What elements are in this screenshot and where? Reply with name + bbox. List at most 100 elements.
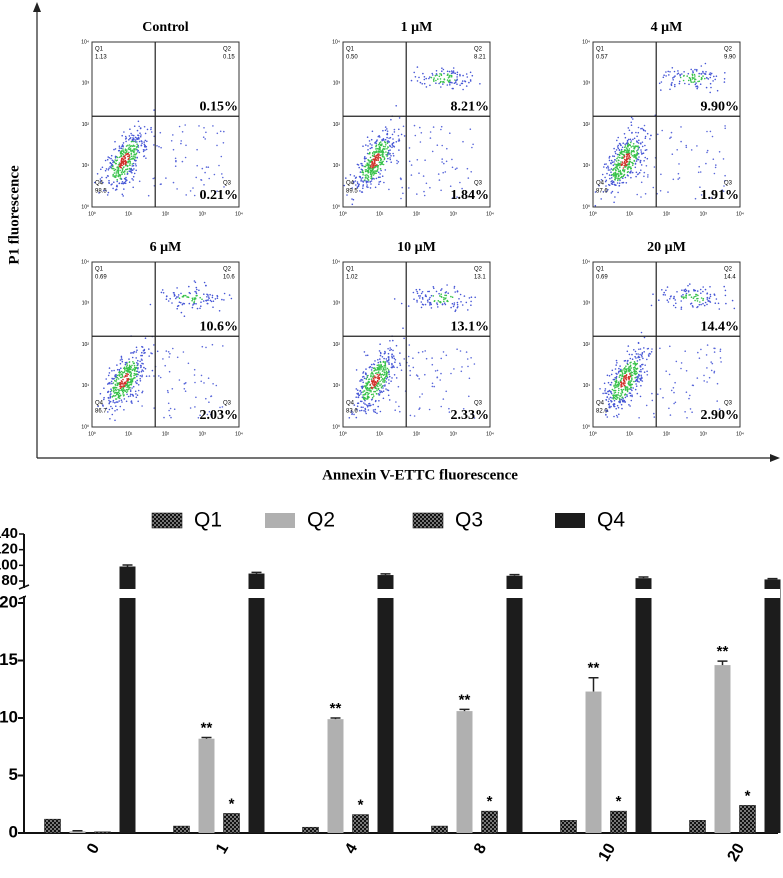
event-dot (705, 71, 707, 73)
event-dot (125, 177, 127, 179)
event-dot (440, 289, 442, 291)
event-dot (619, 375, 621, 377)
event-dot (386, 360, 388, 362)
event-dot (118, 397, 120, 399)
significance-label: ** (201, 720, 213, 737)
event-dot (608, 167, 610, 169)
event-dot (378, 400, 380, 402)
event-dot (645, 149, 647, 151)
x-tick-label: 10² (413, 431, 421, 437)
event-dot (641, 151, 643, 153)
event-dot (690, 303, 692, 305)
event-dot (673, 387, 675, 389)
event-dot (361, 410, 363, 412)
event-dot (378, 362, 380, 364)
event-dot (217, 133, 219, 135)
event-dot (116, 401, 118, 403)
event-dot (606, 180, 608, 182)
error-bar (718, 661, 728, 665)
event-dot (681, 73, 683, 75)
event-dot (122, 379, 124, 381)
event-dot (113, 181, 115, 183)
event-dot (208, 178, 210, 180)
y-tick-label: 10⁰ (582, 204, 590, 210)
event-dot (633, 160, 635, 162)
event-dot (456, 167, 458, 169)
event-dot (377, 160, 379, 162)
event-dot (658, 299, 660, 301)
event-dot (441, 70, 443, 72)
event-dot (680, 141, 682, 143)
event-dot (367, 178, 369, 180)
event-dot (460, 350, 462, 352)
event-dot (695, 294, 697, 296)
quadrant-label: Q1 (95, 267, 104, 273)
event-dot (651, 393, 653, 395)
x-tick-label: 10³ (450, 211, 458, 217)
event-dot (387, 134, 389, 136)
event-dot (695, 84, 697, 86)
event-dot (624, 360, 626, 362)
event-dot (640, 371, 642, 373)
event-dot (370, 376, 372, 378)
event-dot (122, 387, 124, 389)
event-dot (392, 138, 394, 140)
event-dot (452, 88, 454, 90)
event-dot (416, 300, 418, 302)
event-dot (631, 124, 633, 126)
event-dot (371, 180, 373, 182)
lower-percent: 1.91% (701, 188, 740, 203)
event-dot (640, 160, 642, 162)
event-dot (113, 391, 115, 393)
event-dot (437, 304, 439, 306)
flow-panel: 20 μMQ10.69Q214.4Q3Q482.014.4%2.90%10⁰10… (582, 240, 744, 437)
event-dot (631, 117, 633, 119)
event-dot (631, 354, 633, 356)
event-dot (638, 142, 640, 144)
event-dot (385, 169, 387, 171)
event-dot (462, 83, 464, 85)
event-dot (213, 300, 215, 302)
event-dot (703, 298, 705, 300)
event-dot (125, 136, 127, 138)
event-dot (203, 184, 205, 186)
event-dot (441, 67, 443, 69)
event-dot (400, 364, 402, 366)
event-dot (436, 291, 438, 293)
event-dot (160, 184, 162, 186)
event-dot (179, 126, 181, 128)
event-dot (697, 295, 699, 297)
y-tick-label: 10² (583, 342, 591, 348)
event-dot (129, 181, 131, 183)
event-dot (674, 71, 676, 73)
event-dot (453, 304, 455, 306)
event-dot (720, 357, 722, 359)
event-dot (179, 379, 181, 381)
event-dot (455, 82, 457, 84)
event-dot (202, 168, 204, 170)
x-tick-label: 10⁴ (486, 211, 494, 217)
event-dot (367, 145, 369, 147)
event-dot (173, 292, 175, 294)
event-dot (419, 297, 421, 299)
event-dot (644, 371, 646, 373)
y-tick-label: 10¹ (333, 163, 341, 169)
event-dot (390, 119, 392, 121)
event-dot (455, 80, 457, 82)
event-dot (688, 291, 690, 293)
event-dot (639, 371, 641, 373)
event-dot (625, 145, 627, 147)
event-dot (359, 190, 361, 192)
event-dot (141, 141, 143, 143)
event-dot (153, 344, 155, 346)
event-dot (126, 137, 128, 139)
event-dot (158, 375, 160, 377)
y-tick-label: 10³ (82, 81, 90, 87)
event-dot (630, 358, 632, 360)
event-dot (388, 362, 390, 364)
event-dot (381, 159, 383, 161)
event-dot (107, 159, 109, 161)
event-dot (115, 395, 117, 397)
event-dot (371, 399, 373, 401)
event-dot (133, 135, 135, 137)
